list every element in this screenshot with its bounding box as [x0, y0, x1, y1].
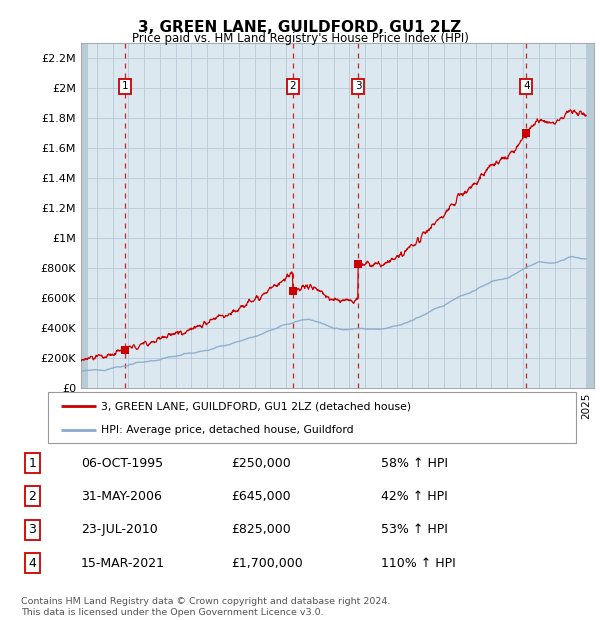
Text: 1: 1 — [121, 81, 128, 91]
Text: Price paid vs. HM Land Registry's House Price Index (HPI): Price paid vs. HM Land Registry's House … — [131, 32, 469, 45]
Text: 31-MAY-2006: 31-MAY-2006 — [81, 490, 162, 503]
Text: £645,000: £645,000 — [231, 490, 290, 503]
Text: 3, GREEN LANE, GUILDFORD, GU1 2LZ (detached house): 3, GREEN LANE, GUILDFORD, GU1 2LZ (detac… — [101, 401, 411, 411]
Text: 53% ↑ HPI: 53% ↑ HPI — [380, 523, 448, 536]
Text: £250,000: £250,000 — [231, 456, 290, 469]
Text: Contains HM Land Registry data © Crown copyright and database right 2024.
This d: Contains HM Land Registry data © Crown c… — [21, 598, 391, 617]
Text: 58% ↑ HPI: 58% ↑ HPI — [380, 456, 448, 469]
FancyBboxPatch shape — [48, 392, 576, 443]
Text: 4: 4 — [28, 557, 36, 570]
Text: 2: 2 — [290, 81, 296, 91]
Text: 42% ↑ HPI: 42% ↑ HPI — [380, 490, 448, 503]
Text: 1: 1 — [28, 456, 36, 469]
Text: 110% ↑ HPI: 110% ↑ HPI — [380, 557, 455, 570]
Text: £825,000: £825,000 — [231, 523, 290, 536]
Text: 15-MAR-2021: 15-MAR-2021 — [81, 557, 165, 570]
Text: 3: 3 — [28, 523, 36, 536]
Text: HPI: Average price, detached house, Guildford: HPI: Average price, detached house, Guil… — [101, 425, 353, 435]
Text: 23-JUL-2010: 23-JUL-2010 — [81, 523, 158, 536]
Bar — [587, 43, 594, 388]
Text: 4: 4 — [523, 81, 530, 91]
Text: 06-OCT-1995: 06-OCT-1995 — [81, 456, 163, 469]
Text: £1,700,000: £1,700,000 — [231, 557, 302, 570]
Text: 2: 2 — [28, 490, 36, 503]
Text: 3, GREEN LANE, GUILDFORD, GU1 2LZ: 3, GREEN LANE, GUILDFORD, GU1 2LZ — [139, 20, 461, 35]
Text: 3: 3 — [355, 81, 361, 91]
Bar — [81, 43, 88, 388]
